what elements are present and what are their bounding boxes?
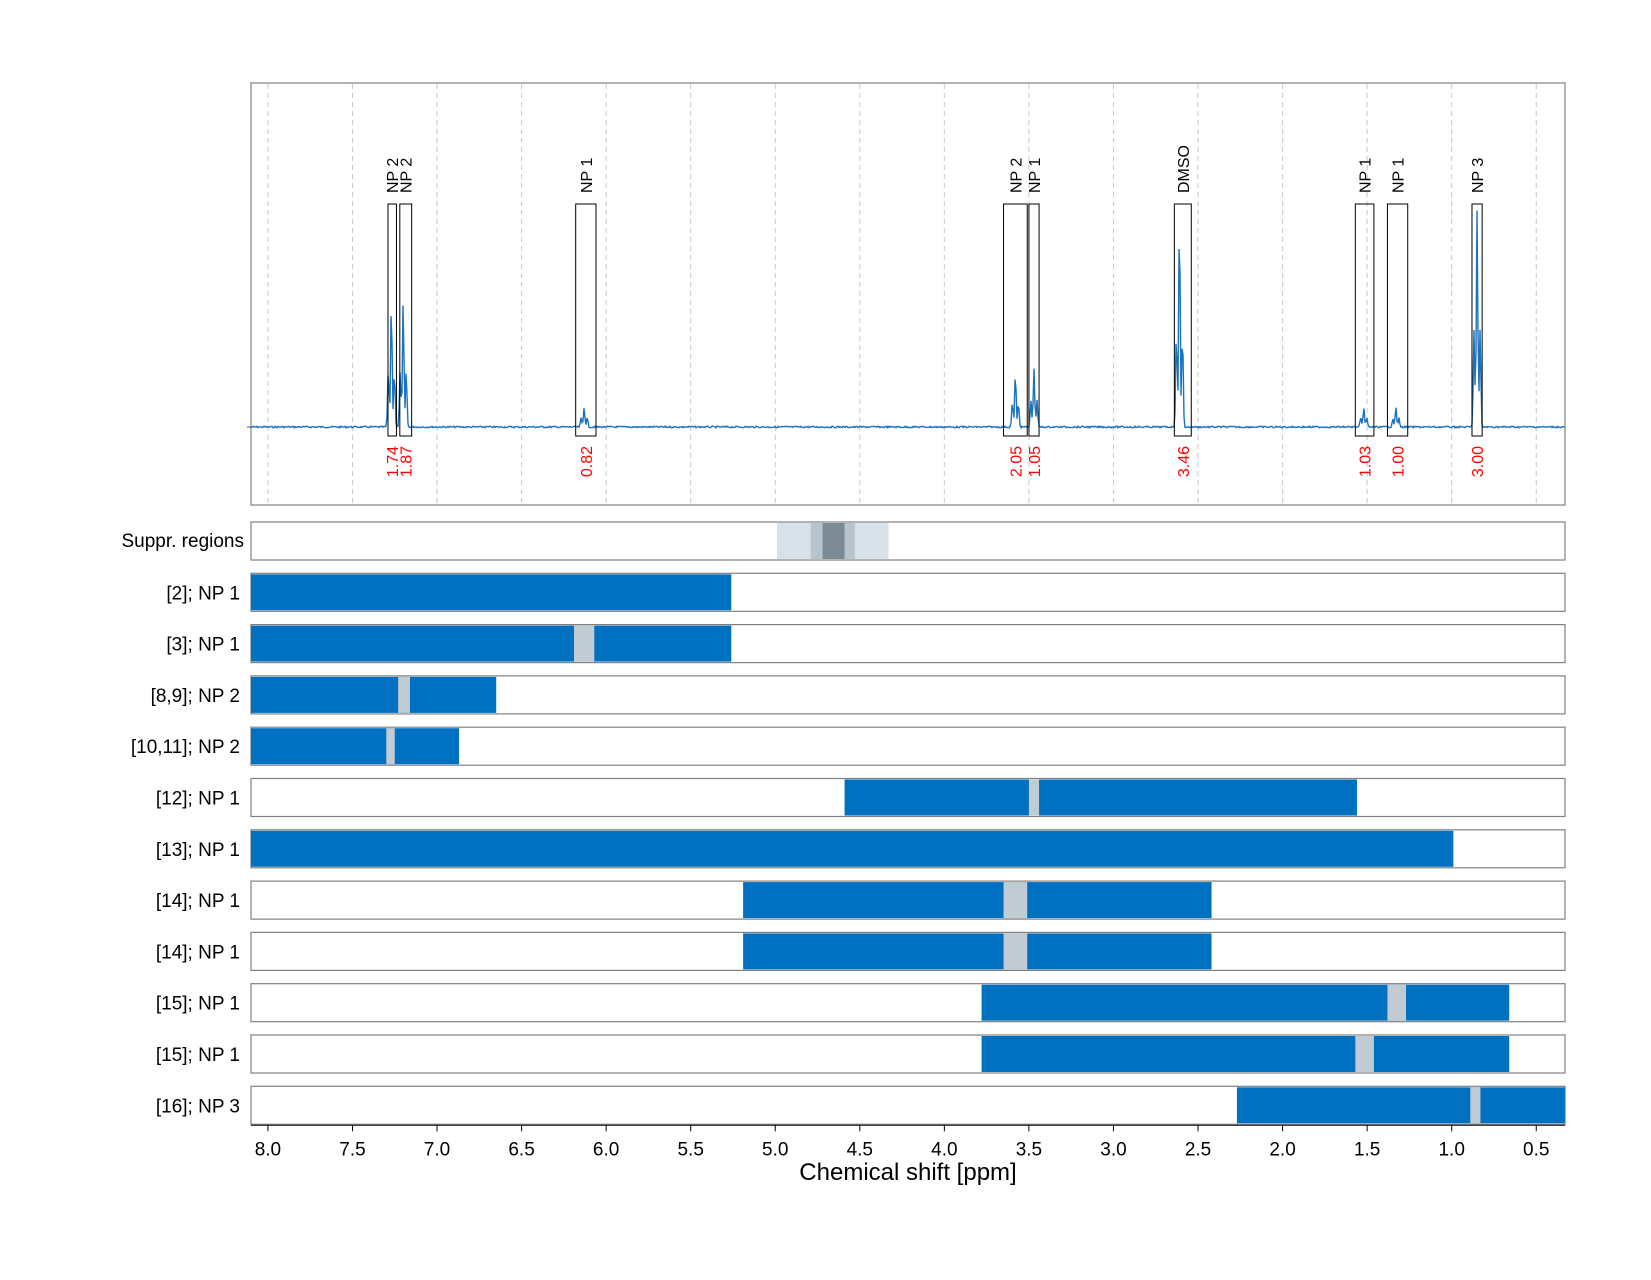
- annotation-label: NP 1: [579, 158, 596, 193]
- range-bar: [743, 933, 1212, 970]
- range-bar: [251, 625, 732, 662]
- range-row-label: [3]; NP 1: [166, 635, 240, 656]
- x-tick-label: 3.5: [1016, 1139, 1042, 1160]
- range-row-label: [10,11]; NP 2: [131, 737, 240, 758]
- x-tick-label: 6.0: [593, 1139, 619, 1160]
- x-axis: 8.0 7.5 7.0 6.5 6.0 5.5 5.0 4.5 4.0 3.5 3.0 2.5 2.0 1…: [251, 1124, 1565, 1186]
- range-row: [15]; NP 1: [156, 1034, 1566, 1074]
- x-tick-label: 1.0: [1438, 1139, 1464, 1160]
- range-row: [12]; NP 1: [156, 777, 1566, 818]
- range-bar: [1236, 1087, 1565, 1124]
- suppression-row-label: Suppr. regions: [121, 531, 244, 552]
- range-gap: [1003, 882, 1028, 919]
- spectrum-panel: NP 2 1.74 NP 2 1.87 NP 1 0.82 NP 2 2.05 NP 1 1.05…: [247, 82, 1566, 506]
- annotation-label: NP 2: [1008, 158, 1025, 193]
- suppression-band: [822, 523, 845, 559]
- range-row: [8,9]; NP 2: [151, 675, 1566, 715]
- integral-value: 1.03: [1358, 446, 1375, 477]
- annotation-box: [1173, 203, 1192, 437]
- range-gap: [574, 625, 595, 662]
- spectrum-line: [250, 210, 1566, 430]
- annotation-label: NP 1: [1391, 158, 1408, 193]
- range-gap: [1387, 984, 1407, 1021]
- integral-value: 2.05: [1008, 446, 1025, 477]
- annotation-label: NP 1: [1358, 158, 1375, 193]
- annotation-label: NP 2: [385, 158, 402, 193]
- range-row-label: [15]; NP 1: [156, 1045, 240, 1066]
- integral-value: 1.00: [1391, 446, 1408, 477]
- range-row-label: [14]; NP 1: [156, 891, 240, 912]
- integral-value: 0.82: [579, 446, 596, 477]
- x-axis-title: Chemical shift [ppm]: [799, 1159, 1016, 1186]
- range-row: [13]; NP 1: [156, 829, 1566, 869]
- x-tick-label: 3.0: [1100, 1139, 1126, 1160]
- range-gap: [386, 728, 395, 765]
- range-row: [2]; NP 1: [166, 572, 1566, 612]
- range-row-label: [15]; NP 1: [156, 994, 240, 1015]
- x-tick-label: 5.5: [677, 1139, 703, 1160]
- range-bar: [743, 882, 1212, 919]
- range-row: [15]; NP 1: [156, 983, 1566, 1023]
- annotation-box: [399, 203, 413, 437]
- spectrum-frame: [250, 82, 1566, 506]
- range-row: [14]; NP 1: [156, 931, 1566, 972]
- annotation-label: NP 2: [399, 158, 416, 193]
- range-row: [16]; NP 3: [156, 1085, 1566, 1125]
- annotation-box: [1386, 203, 1409, 437]
- integral-value: 1.74: [385, 446, 402, 477]
- range-row-label: [2]; NP 1: [166, 583, 240, 604]
- x-tick-label: 7.5: [339, 1139, 365, 1160]
- x-tick-label: 4.0: [931, 1139, 957, 1160]
- range-bar: [251, 830, 1454, 867]
- range-gap: [1355, 1036, 1374, 1072]
- x-tick-label: 2.0: [1269, 1139, 1295, 1160]
- integral-value: 1.87: [399, 446, 416, 477]
- range-row-label: [16]; NP 3: [156, 1096, 240, 1117]
- range-gap: [1470, 1087, 1481, 1124]
- range-gap: [1028, 779, 1040, 816]
- range-row-label: [8,9]; NP 2: [151, 686, 240, 707]
- range-gap: [398, 676, 410, 713]
- range-row-label: [12]; NP 1: [156, 789, 240, 810]
- range-bar: [251, 574, 732, 611]
- annotation-label: NP 1: [1027, 158, 1044, 193]
- annotation-box: [1028, 203, 1040, 437]
- range-bar: [844, 779, 1357, 816]
- x-tick-label: 0.5: [1523, 1139, 1549, 1160]
- range-row: [14]; NP 1: [156, 880, 1566, 920]
- suppression-frame: [250, 521, 1566, 561]
- x-tick-label: 7.0: [424, 1139, 450, 1160]
- integral-value: 3.00: [1470, 446, 1487, 477]
- annotation-box: [387, 203, 397, 437]
- suppression-row: Suppr. regions: [121, 521, 1566, 561]
- x-tick-label: 5.0: [762, 1139, 788, 1160]
- range-gap: [1003, 933, 1028, 970]
- range-row-label: [13]; NP 1: [156, 840, 240, 861]
- annotation-box: [575, 203, 597, 437]
- range-bar: [251, 676, 497, 713]
- range-row-label: [14]; NP 1: [156, 942, 240, 963]
- range-bar: [251, 728, 460, 765]
- x-tick-label: 4.5: [847, 1139, 873, 1160]
- annotation-box: [1354, 203, 1375, 437]
- x-tick-label: 2.5: [1185, 1139, 1211, 1160]
- annotation-label: NP 3: [1470, 158, 1487, 193]
- annotation-box: [1003, 203, 1028, 437]
- integral-value: 3.46: [1176, 446, 1193, 477]
- range-row: [3]; NP 1: [166, 623, 1566, 664]
- annotation-box: [1471, 203, 1483, 437]
- x-tick-label: 1.5: [1354, 1139, 1380, 1160]
- x-tick-label: 6.5: [508, 1139, 534, 1160]
- range-row: [10,11]; NP 2: [131, 726, 1566, 766]
- range-bar: [981, 1036, 1510, 1072]
- x-tick-label: 8.0: [255, 1139, 281, 1160]
- integral-value: 1.05: [1027, 446, 1044, 477]
- range-bar: [981, 984, 1510, 1021]
- annotation-label: DMSO: [1176, 145, 1193, 193]
